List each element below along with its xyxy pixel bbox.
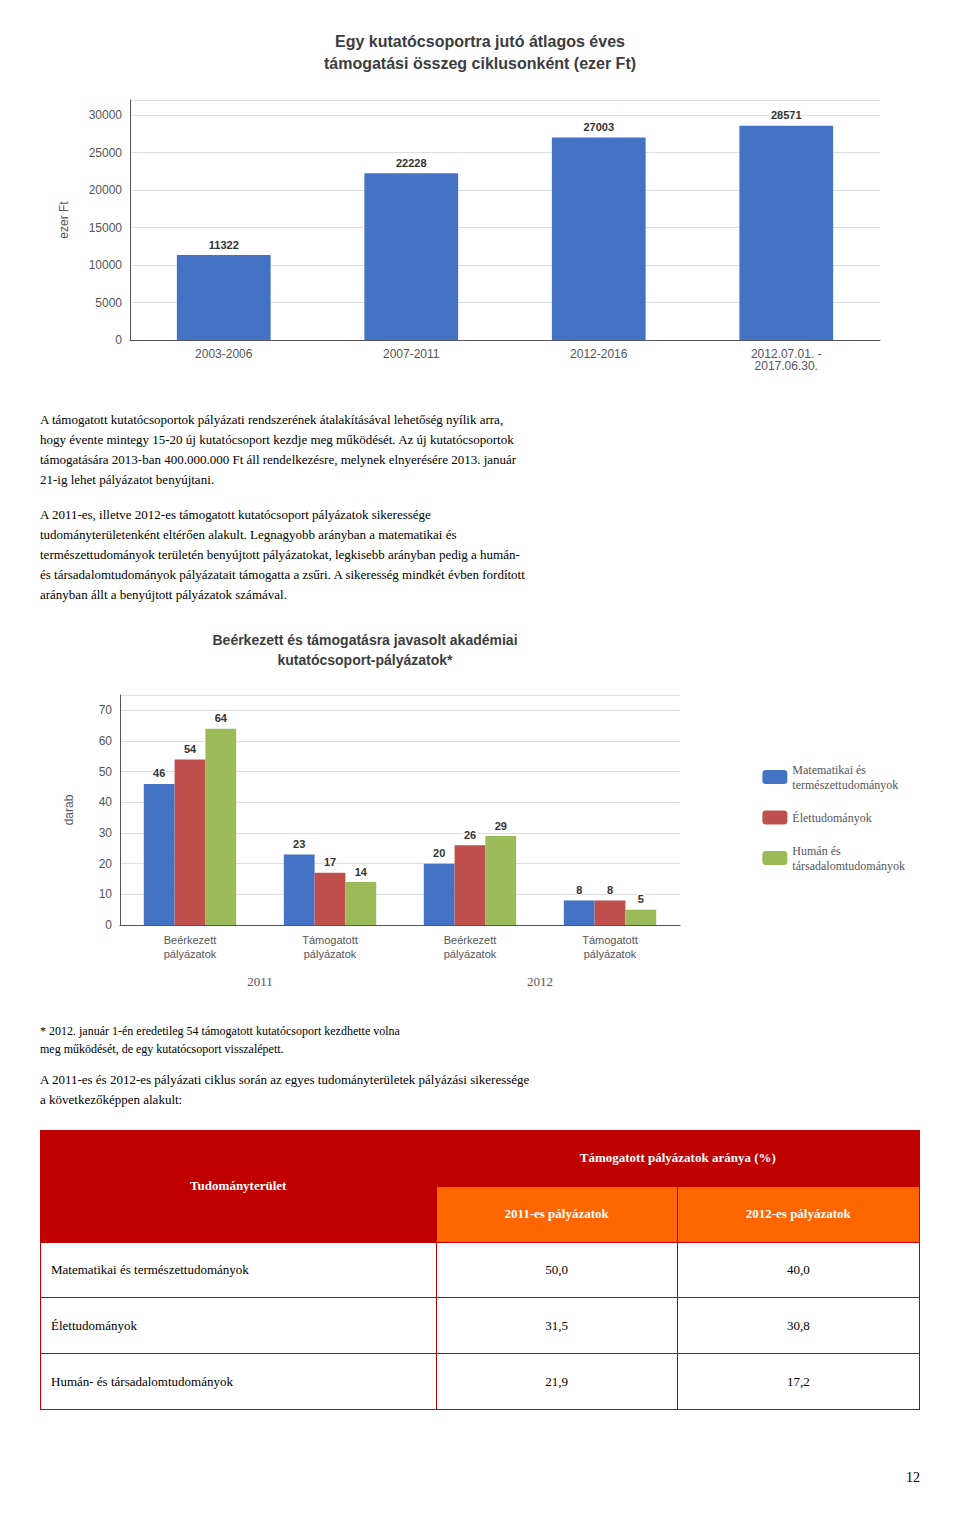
svg-text:15000: 15000 [89, 221, 123, 235]
svg-text:50: 50 [99, 765, 113, 779]
html-text:A 2011-es és 2012-es pályázati: A 2011-es és 2012-es pályázati ciklus so… [40, 1072, 530, 1107]
svg-text:2017.06.30.: 2017.06.30. [755, 359, 818, 373]
svg-text:14: 14 [355, 866, 368, 878]
html-text:* 2012. január 1-én eredetileg: * 2012. január 1-én eredetileg 54 támoga… [40, 1024, 400, 1056]
svg-text:0: 0 [115, 333, 122, 347]
svg-text:Élettudományok: Élettudományok [792, 811, 871, 825]
svg-text:27003: 27003 [583, 121, 614, 133]
html-text:2011-es pályázatok: 2011-es pályázatok [504, 1206, 609, 1222]
svg-text:Támogatott: Támogatott [302, 934, 358, 946]
html-text:12: 12 [906, 1470, 920, 1485]
html-text:Humán- és társadalomtudományok: Humán- és társadalomtudományok [51, 1373, 233, 1389]
svg-text:támogatási összeg ciklusonként: támogatási összeg ciklusonként (ezer Ft) [324, 55, 636, 72]
svg-text:20000: 20000 [89, 183, 123, 197]
svg-text:kutatócsoport-pályázatok*: kutatócsoport-pályázatok* [277, 652, 453, 668]
svg-text:pályázatok: pályázatok [444, 948, 497, 960]
svg-text:30: 30 [99, 826, 113, 840]
svg-text:25000: 25000 [89, 146, 123, 160]
html-text:Támogatott pályázatok aránya (: Támogatott pályázatok aránya (%) [579, 1150, 776, 1166]
svg-text:2012: 2012 [527, 974, 553, 989]
svg-text:Beérkezett: Beérkezett [164, 934, 217, 946]
svg-text:Beérkezett és támogatásra java: Beérkezett és támogatásra javasolt akadé… [212, 632, 517, 648]
svg-text:54: 54 [184, 743, 197, 755]
svg-text:60: 60 [99, 734, 113, 748]
svg-text:Beérkezett: Beérkezett [444, 934, 497, 946]
html-text:Élettudományok: Élettudományok [51, 1317, 137, 1333]
svg-text:darab: darab [62, 794, 76, 825]
svg-text:17: 17 [324, 856, 336, 868]
html-text:A 2011-es, illetve 2012-es tám: A 2011-es, illetve 2012-es támogatott ku… [40, 507, 525, 602]
html-text:21,9: 21,9 [545, 1373, 568, 1389]
svg-text:5: 5 [638, 893, 644, 905]
svg-text:46: 46 [153, 767, 165, 779]
html-text:A támogatott kutatócsoportok p: A támogatott kutatócsoportok pályázati r… [40, 412, 517, 487]
svg-text:2012.07.01. -: 2012.07.01. - [750, 347, 822, 361]
html-text:30,8: 30,8 [786, 1317, 810, 1333]
svg-text:2003-2006: 2003-2006 [195, 347, 253, 361]
svg-text:22228: 22228 [396, 157, 427, 169]
svg-text:társadalomtudományok: társadalomtudományok [792, 859, 905, 873]
svg-text:10000: 10000 [89, 258, 123, 272]
svg-text:28571: 28571 [771, 109, 802, 121]
html-text:2012-es pályázatok: 2012-es pályázatok [745, 1206, 851, 1222]
svg-text:2011: 2011 [247, 974, 273, 989]
svg-text:26: 26 [464, 829, 476, 841]
svg-text:Humán és: Humán és [792, 844, 841, 858]
svg-text:23: 23 [293, 838, 305, 850]
svg-text:8: 8 [576, 884, 582, 896]
svg-text:pályázatok: pályázatok [164, 948, 217, 960]
html-text:31,5: 31,5 [545, 1317, 568, 1333]
svg-text:2007-2011: 2007-2011 [383, 347, 440, 361]
svg-text:Támogatott: Támogatott [582, 934, 638, 946]
svg-text:0: 0 [105, 918, 112, 932]
html-text:50,0: 50,0 [545, 1262, 568, 1277]
svg-text:11322: 11322 [209, 239, 239, 251]
html-text:Matematikai és természettudomá: Matematikai és természettudományok [51, 1262, 249, 1277]
svg-text:70: 70 [99, 703, 113, 717]
svg-text:20: 20 [99, 857, 113, 871]
svg-text:5000: 5000 [95, 296, 122, 310]
svg-text:2012-2016: 2012-2016 [570, 347, 628, 361]
svg-text:ezer Ft: ezer Ft [57, 201, 71, 239]
svg-text:40: 40 [99, 795, 113, 809]
html-text:17,2: 17,2 [786, 1373, 810, 1389]
svg-text:Egy kutatócsoportra jutó átlag: Egy kutatócsoportra jutó átlagos éves [335, 33, 625, 50]
svg-text:20: 20 [433, 847, 445, 859]
svg-text:30000: 30000 [89, 108, 123, 122]
svg-text:természettudományok: természettudományok [792, 778, 898, 792]
svg-text:10: 10 [99, 887, 113, 901]
html-text:40,0: 40,0 [786, 1262, 810, 1277]
svg-text:pályázatok: pályázatok [304, 948, 357, 960]
svg-text:64: 64 [215, 712, 228, 724]
svg-text:pályázatok: pályázatok [584, 948, 637, 960]
svg-text:29: 29 [495, 820, 507, 832]
svg-text:Matematikai és: Matematikai és [792, 763, 866, 777]
svg-text:8: 8 [607, 884, 613, 896]
html-text:Tudományterület: Tudományterület [190, 1178, 287, 1194]
